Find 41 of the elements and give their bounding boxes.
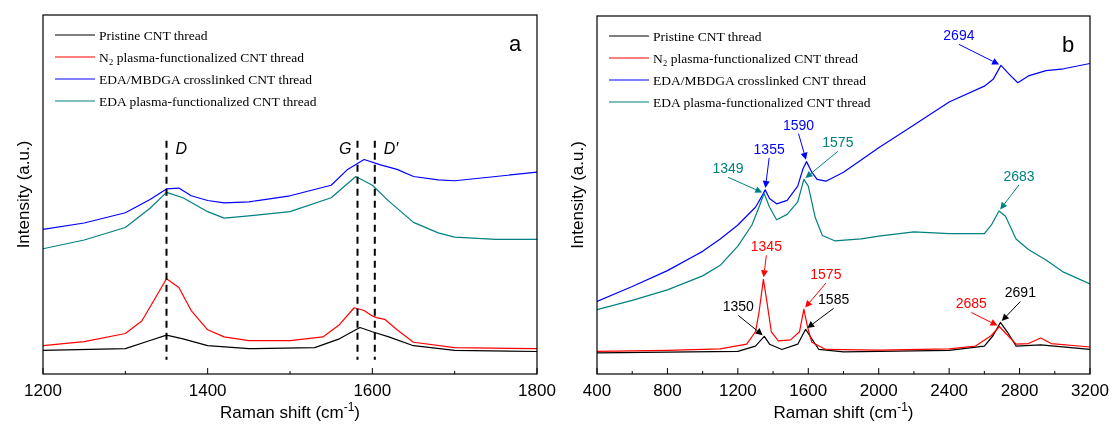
ref-line-label: D′ xyxy=(383,139,400,157)
x-tick-label: 400 xyxy=(582,381,612,400)
x-tick-label: 1200 xyxy=(718,381,757,400)
legend-label: EDA/MBDGA crosslinked CNT thread xyxy=(653,73,867,88)
x-tick-label: 3200 xyxy=(1071,381,1109,400)
legend-label: Pristine CNT thread xyxy=(99,28,208,43)
legend-label: EDA/MBDGA crosslinked CNT thread xyxy=(99,72,313,87)
x-tick-label: 1400 xyxy=(188,381,227,400)
annotation: 1350 xyxy=(722,298,755,315)
annotation: 2694 xyxy=(943,27,975,44)
chart-title: a xyxy=(508,31,522,56)
y-axis-title: Intensity (a.u.) xyxy=(14,140,33,249)
annotation: 1345 xyxy=(750,238,783,255)
annotation: 1575 xyxy=(822,134,854,151)
annotation: 2691 xyxy=(1004,284,1037,301)
legend-label: EDA plasma-functionalized CNT thread xyxy=(99,94,317,109)
x-tick-label: 1800 xyxy=(518,381,556,400)
legend-label: N₂ plasma-functionalized CNT thread xyxy=(99,50,305,65)
annotation: 1575 xyxy=(810,266,842,283)
annotation: 1355 xyxy=(753,140,785,157)
legend-label: EDA plasma-functionalized CNT thread xyxy=(653,95,871,110)
x-tick-label: 2800 xyxy=(1000,381,1039,400)
x-tick-label: 1200 xyxy=(24,381,62,400)
x-axis-title: Raman shift (cm$^{-1}$) xyxy=(220,400,360,422)
y-axis-title: Intensity (a.u.) xyxy=(568,141,587,249)
x-tick-label: 1600 xyxy=(353,381,392,400)
annotation: 1585 xyxy=(818,291,850,308)
ref-line-label: D xyxy=(175,139,188,157)
legend-label: N₂ plasma-functionalized CNT thread xyxy=(653,51,859,66)
x-tick-label: 2400 xyxy=(930,381,969,400)
chart-title: b xyxy=(1061,32,1075,57)
annotation: 1590 xyxy=(782,116,815,133)
annotation: 1349 xyxy=(712,160,744,177)
x-axis-title: Raman shift (cm$^{-1}$) xyxy=(773,400,914,422)
x-tick-label: 800 xyxy=(653,381,682,400)
annotation: 2683 xyxy=(1003,167,1035,184)
annotation: 2685 xyxy=(955,295,988,312)
ref-line-label: G xyxy=(339,139,352,157)
x-tick-label: 2000 xyxy=(859,381,898,400)
legend-label: Pristine CNT thread xyxy=(653,29,762,44)
x-tick-label: 1600 xyxy=(789,381,828,400)
